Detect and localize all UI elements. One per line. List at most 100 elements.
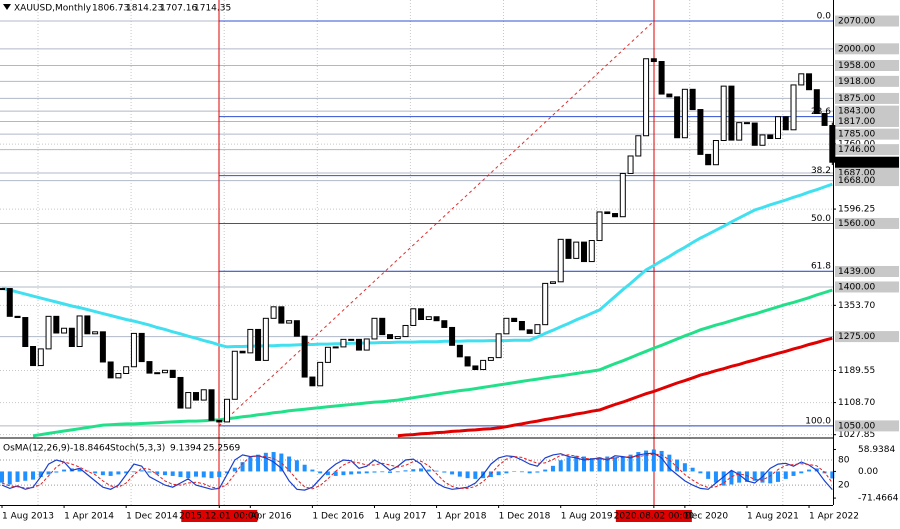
ohlc-high: 1814.23 (126, 4, 163, 14)
level-label: 1958.00 (838, 61, 875, 71)
candle-body (146, 361, 153, 374)
y-tick-label: 1027.85 (838, 430, 875, 440)
osma-bar (519, 471, 524, 473)
osma-bar (768, 471, 773, 484)
candle-body (720, 85, 727, 142)
level-label-box (835, 265, 899, 277)
osma-bar (589, 458, 594, 472)
osma-bar (783, 471, 788, 479)
candle-body (371, 317, 378, 340)
candle-body (542, 282, 549, 326)
level-label-box (835, 15, 899, 27)
candle-body (472, 365, 479, 371)
osma-bar (310, 469, 315, 472)
osma-bar (333, 471, 338, 476)
osma-bar (752, 471, 757, 481)
level-label-box (835, 281, 899, 293)
moving-average (1, 182, 833, 349)
osma-bar (713, 471, 718, 483)
osma-bar (682, 463, 687, 472)
osma-bar (62, 469, 67, 472)
osma-bar (372, 471, 377, 473)
candle-body (449, 326, 456, 346)
osma-bar (116, 471, 121, 475)
candle-body (387, 334, 393, 340)
candle-body (177, 376, 184, 409)
osma-bar (318, 471, 323, 474)
osma-bar (426, 469, 431, 472)
osma-bar (442, 471, 447, 473)
candle-body (674, 96, 681, 139)
candle-body (332, 346, 339, 349)
level-label-box (835, 420, 899, 432)
osma-bar (535, 471, 540, 473)
candle-body (348, 338, 355, 341)
osma-bar (0, 471, 4, 483)
x-tick-label: 1 Dec 2014 (126, 512, 178, 522)
osma-bar (419, 468, 424, 472)
osma-bar (799, 471, 804, 474)
candle-body (813, 89, 820, 115)
osma-bar (201, 471, 206, 478)
x-tick-label: 1 Apr 2018 (437, 512, 487, 522)
candle-body (743, 122, 750, 125)
candle-body (433, 316, 440, 322)
x-tick-label: 1 Dec 2016 (312, 512, 364, 522)
osma-bar (543, 469, 548, 472)
ohlc-close: 1714.35 (194, 4, 231, 14)
level-label-box (835, 105, 899, 117)
candle-body (619, 172, 626, 218)
candle-body (604, 211, 611, 215)
candle-body (526, 329, 533, 334)
x-tick-label: Dec 2020 (685, 512, 728, 522)
candle-body (767, 134, 774, 140)
candle-body (286, 320, 293, 324)
candle-body (798, 73, 805, 86)
x-tick-label: 2020.08.02 00:00 (614, 512, 695, 522)
stoch-level-label: 20 (838, 481, 850, 491)
osma-bar (651, 449, 656, 472)
osma-bar (38, 471, 43, 478)
osma-bar (721, 471, 726, 486)
osma-bar (574, 455, 579, 472)
candle-body (581, 241, 587, 263)
candle-body (806, 73, 813, 91)
candle-body (775, 116, 781, 140)
candle-body (193, 392, 199, 401)
osma-bar (620, 456, 625, 472)
candle-body (224, 398, 231, 423)
time-marker-box (615, 510, 692, 522)
candle-body (635, 135, 642, 157)
candle-body (480, 359, 487, 371)
candle-body (340, 338, 347, 348)
candle-body (123, 366, 130, 374)
osma-bar (737, 471, 742, 483)
osma-bar (131, 471, 136, 473)
fib-label: 0.0 (817, 12, 832, 22)
candle-body (363, 338, 370, 351)
osma-bar (240, 462, 245, 472)
osma-bar (597, 457, 602, 472)
candle-body (0, 288, 5, 291)
candle-body (231, 350, 238, 400)
osma-bar (729, 471, 734, 485)
symbol-icon (3, 4, 11, 10)
osma-bar (473, 471, 478, 479)
osma-bar (147, 471, 152, 473)
candle-body (379, 317, 386, 336)
candle-body (99, 331, 106, 363)
osma-bar (256, 454, 261, 472)
candle-body (736, 122, 743, 141)
candle-body (278, 306, 285, 324)
osma-bar (178, 471, 183, 478)
osma-bar (698, 471, 703, 474)
level-label: 1560.00 (838, 219, 875, 229)
level-label-box (835, 175, 899, 187)
osma-bar (7, 471, 12, 485)
y-tick-label: 1189.55 (838, 366, 875, 376)
level-label: 1668.00 (838, 176, 875, 186)
x-tick-label: 1 Aug 2017 (374, 512, 426, 522)
candle-body (255, 328, 262, 361)
x-tick-label: 1 Dec 2018 (499, 512, 551, 522)
